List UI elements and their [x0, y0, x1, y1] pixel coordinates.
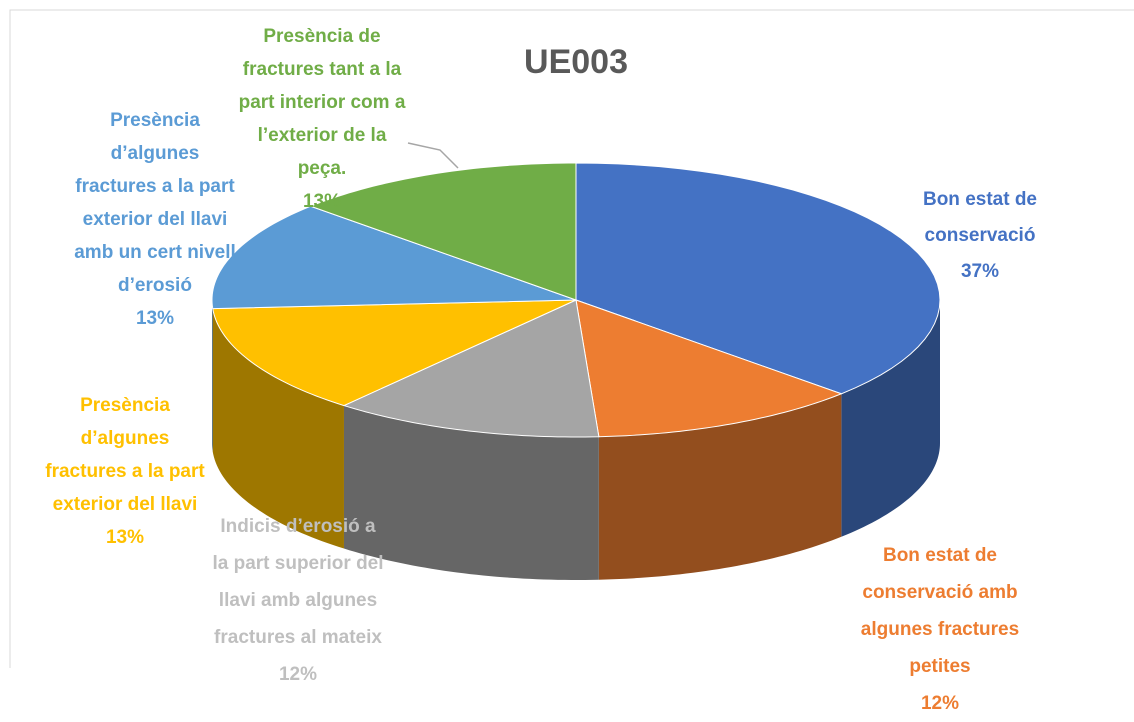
data-label: Presència d’algunes fractures a la part … — [74, 104, 236, 335]
page: UE003 (() => { const data = JSON.parse(d… — [9, 9, 1134, 714]
category-label: Bon estat de conservació amb algunes fra… — [860, 545, 1020, 677]
category-label: Bon estat de conservació — [922, 189, 1038, 246]
pie-slice — [575, 299, 843, 438]
category-label: Presència de fractures tant a la part in… — [238, 26, 406, 179]
data-label: Presència d’algunes fractures a la part … — [45, 389, 204, 554]
chart-border — [9, 9, 1134, 668]
pie-side — [212, 300, 213, 452]
pie-slice — [575, 162, 941, 395]
pie-slice — [211, 205, 577, 310]
pie-slice — [212, 299, 577, 407]
value-label: 13% — [105, 527, 145, 548]
value-label: 13% — [135, 308, 175, 329]
category-label: Presència d’algunes fractures a la part … — [74, 110, 236, 296]
data-label: Indicis d’erosió a la part superior del … — [212, 508, 383, 693]
pie-side — [841, 300, 940, 537]
category-label: Presència d’algunes fractures a la part … — [45, 395, 205, 515]
chart: UE003 — [9, 9, 1134, 668]
value-label: 37% — [960, 261, 1000, 282]
pie-side — [598, 393, 842, 580]
pie-side — [212, 308, 344, 549]
pie-slice — [342, 299, 600, 438]
leader-line — [407, 142, 459, 169]
data-label: Bon estat de conservació amb algunes fra… — [861, 537, 1019, 722]
pie — [211, 162, 941, 580]
data-label: Bon estat de conservació 37% — [923, 182, 1037, 290]
chart-title: UE003 — [524, 43, 628, 81]
pie-slice — [309, 162, 577, 301]
data-label: Presència de fractures tant a la part in… — [239, 20, 406, 218]
category-label: Indicis d’erosió a la part superior del … — [212, 516, 384, 648]
pie-side — [343, 405, 599, 580]
value-label: 13% — [302, 191, 342, 212]
value-label: 12% — [278, 664, 318, 685]
value-label: 12% — [920, 693, 960, 714]
